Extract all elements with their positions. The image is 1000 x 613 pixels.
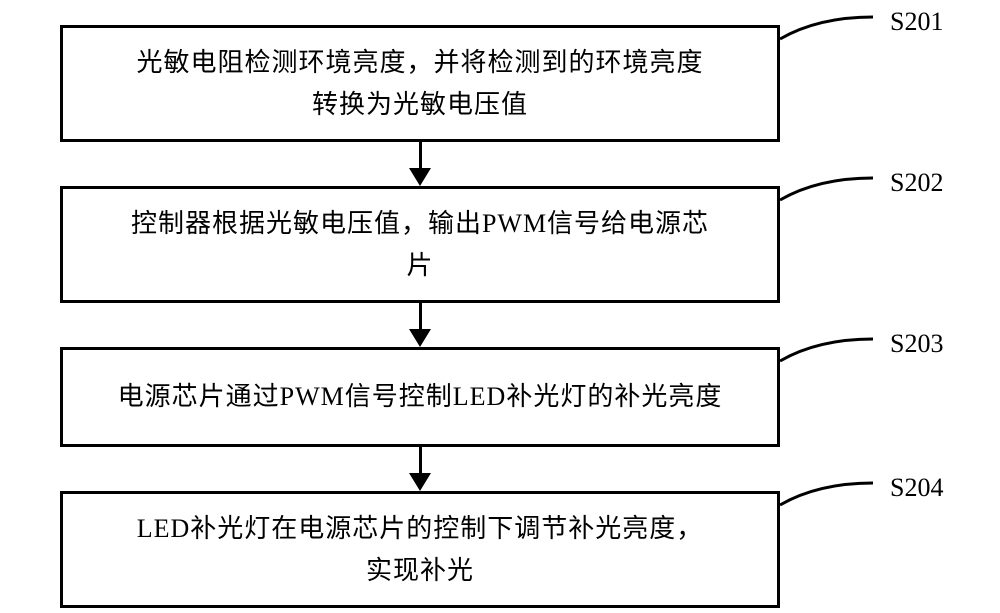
step-label: S203 — [890, 329, 943, 359]
step-text-line1: LED补光灯在电源芯片的控制下调节补光亮度， — [83, 508, 757, 550]
arrow-head-icon — [409, 168, 431, 186]
flow-box-s202: 控制器根据光敏电压值，输出PWM信号给电源芯 片 — [60, 186, 780, 303]
step-label: S201 — [890, 7, 943, 37]
step-text-line2: 转换为光敏电压值 — [83, 84, 757, 126]
flowchart-container: 光敏电阻检测环境亮度，并将检测到的环境亮度 转换为光敏电压值 S201 控制器根… — [60, 25, 940, 608]
step-text-line1: 控制器根据光敏电压值，输出PWM信号给电源芯 — [83, 203, 757, 245]
flow-box-s204: LED补光灯在电源芯片的控制下调节补光亮度， 实现补光 — [60, 491, 780, 608]
step-text-line1: 电源芯片通过PWM信号控制LED补光灯的补光亮度 — [83, 376, 757, 418]
label-connector — [778, 178, 898, 238]
label-connector — [778, 339, 898, 399]
step-text-line1: 光敏电阻检测环境亮度，并将检测到的环境亮度 — [83, 42, 757, 84]
flow-arrow — [60, 303, 780, 347]
flow-step: 电源芯片通过PWM信号控制LED补光灯的补光亮度 S203 — [60, 347, 940, 447]
flow-arrow — [60, 142, 780, 186]
step-text-line2: 片 — [83, 245, 757, 287]
step-label: S204 — [890, 473, 943, 503]
step-label: S202 — [890, 168, 943, 198]
label-connector — [778, 17, 898, 77]
flow-step: LED补光灯在电源芯片的控制下调节补光亮度， 实现补光 S204 — [60, 491, 940, 608]
flow-step: 控制器根据光敏电压值，输出PWM信号给电源芯 片 S202 — [60, 186, 940, 303]
flow-box-s203: 电源芯片通过PWM信号控制LED补光灯的补光亮度 — [60, 347, 780, 447]
flow-step: 光敏电阻检测环境亮度，并将检测到的环境亮度 转换为光敏电压值 S201 — [60, 25, 940, 142]
label-connector — [778, 483, 898, 543]
flow-arrow — [60, 447, 780, 491]
step-text-line2: 实现补光 — [83, 550, 757, 592]
arrow-head-icon — [409, 329, 431, 347]
arrow-head-icon — [409, 473, 431, 491]
flow-box-s201: 光敏电阻检测环境亮度，并将检测到的环境亮度 转换为光敏电压值 — [60, 25, 780, 142]
